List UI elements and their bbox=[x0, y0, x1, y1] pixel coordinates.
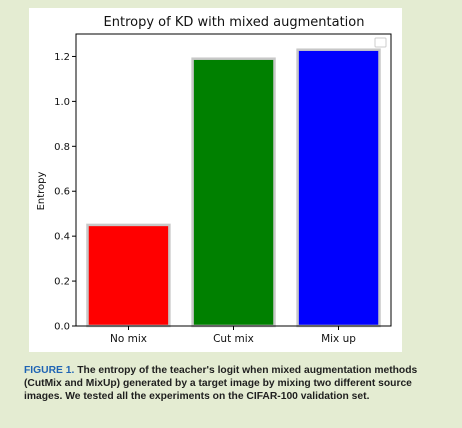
y-ticks-layer: 0.0 0.2 0.4 0.6 0.8 1.0 1.2 bbox=[54, 52, 76, 333]
legend-box bbox=[374, 37, 387, 48]
bars-layer bbox=[86, 48, 381, 328]
figure-panel: Entropy of KD with mixed augmentation En… bbox=[29, 8, 402, 352]
plot-frame bbox=[75, 33, 392, 327]
y-tick-label: 0.8 bbox=[54, 142, 70, 153]
bar-mix-up bbox=[296, 48, 381, 328]
x-tick-label: Mix up bbox=[321, 333, 356, 345]
x-tick-label: Cut mix bbox=[213, 333, 254, 345]
y-axis-label: Entropy bbox=[36, 171, 47, 210]
chart-title: Entropy of KD with mixed augmentation bbox=[104, 15, 365, 30]
figure-label: FIGURE 1. bbox=[24, 365, 75, 376]
bar-cut-mix bbox=[191, 57, 276, 328]
figure-caption: FIGURE 1. The entropy of the teacher's l… bbox=[24, 364, 444, 403]
y-tick-label: 0.0 bbox=[54, 322, 70, 333]
y-tick-label: 0.4 bbox=[54, 232, 70, 243]
y-tick-label: 1.0 bbox=[54, 97, 70, 108]
x-tick-label: No mix bbox=[110, 333, 147, 345]
bar-chart: Entropy of KD with mixed augmentation En… bbox=[36, 15, 392, 345]
y-tick-label: 0.2 bbox=[54, 277, 70, 288]
y-tick-label: 0.6 bbox=[54, 187, 70, 198]
y-tick-label: 1.2 bbox=[54, 52, 70, 63]
caption-text: The entropy of the teacher's logit when … bbox=[24, 365, 418, 402]
x-ticks-layer: No mix Cut mix Mix up bbox=[110, 326, 356, 345]
bar-no-mix bbox=[86, 223, 171, 328]
